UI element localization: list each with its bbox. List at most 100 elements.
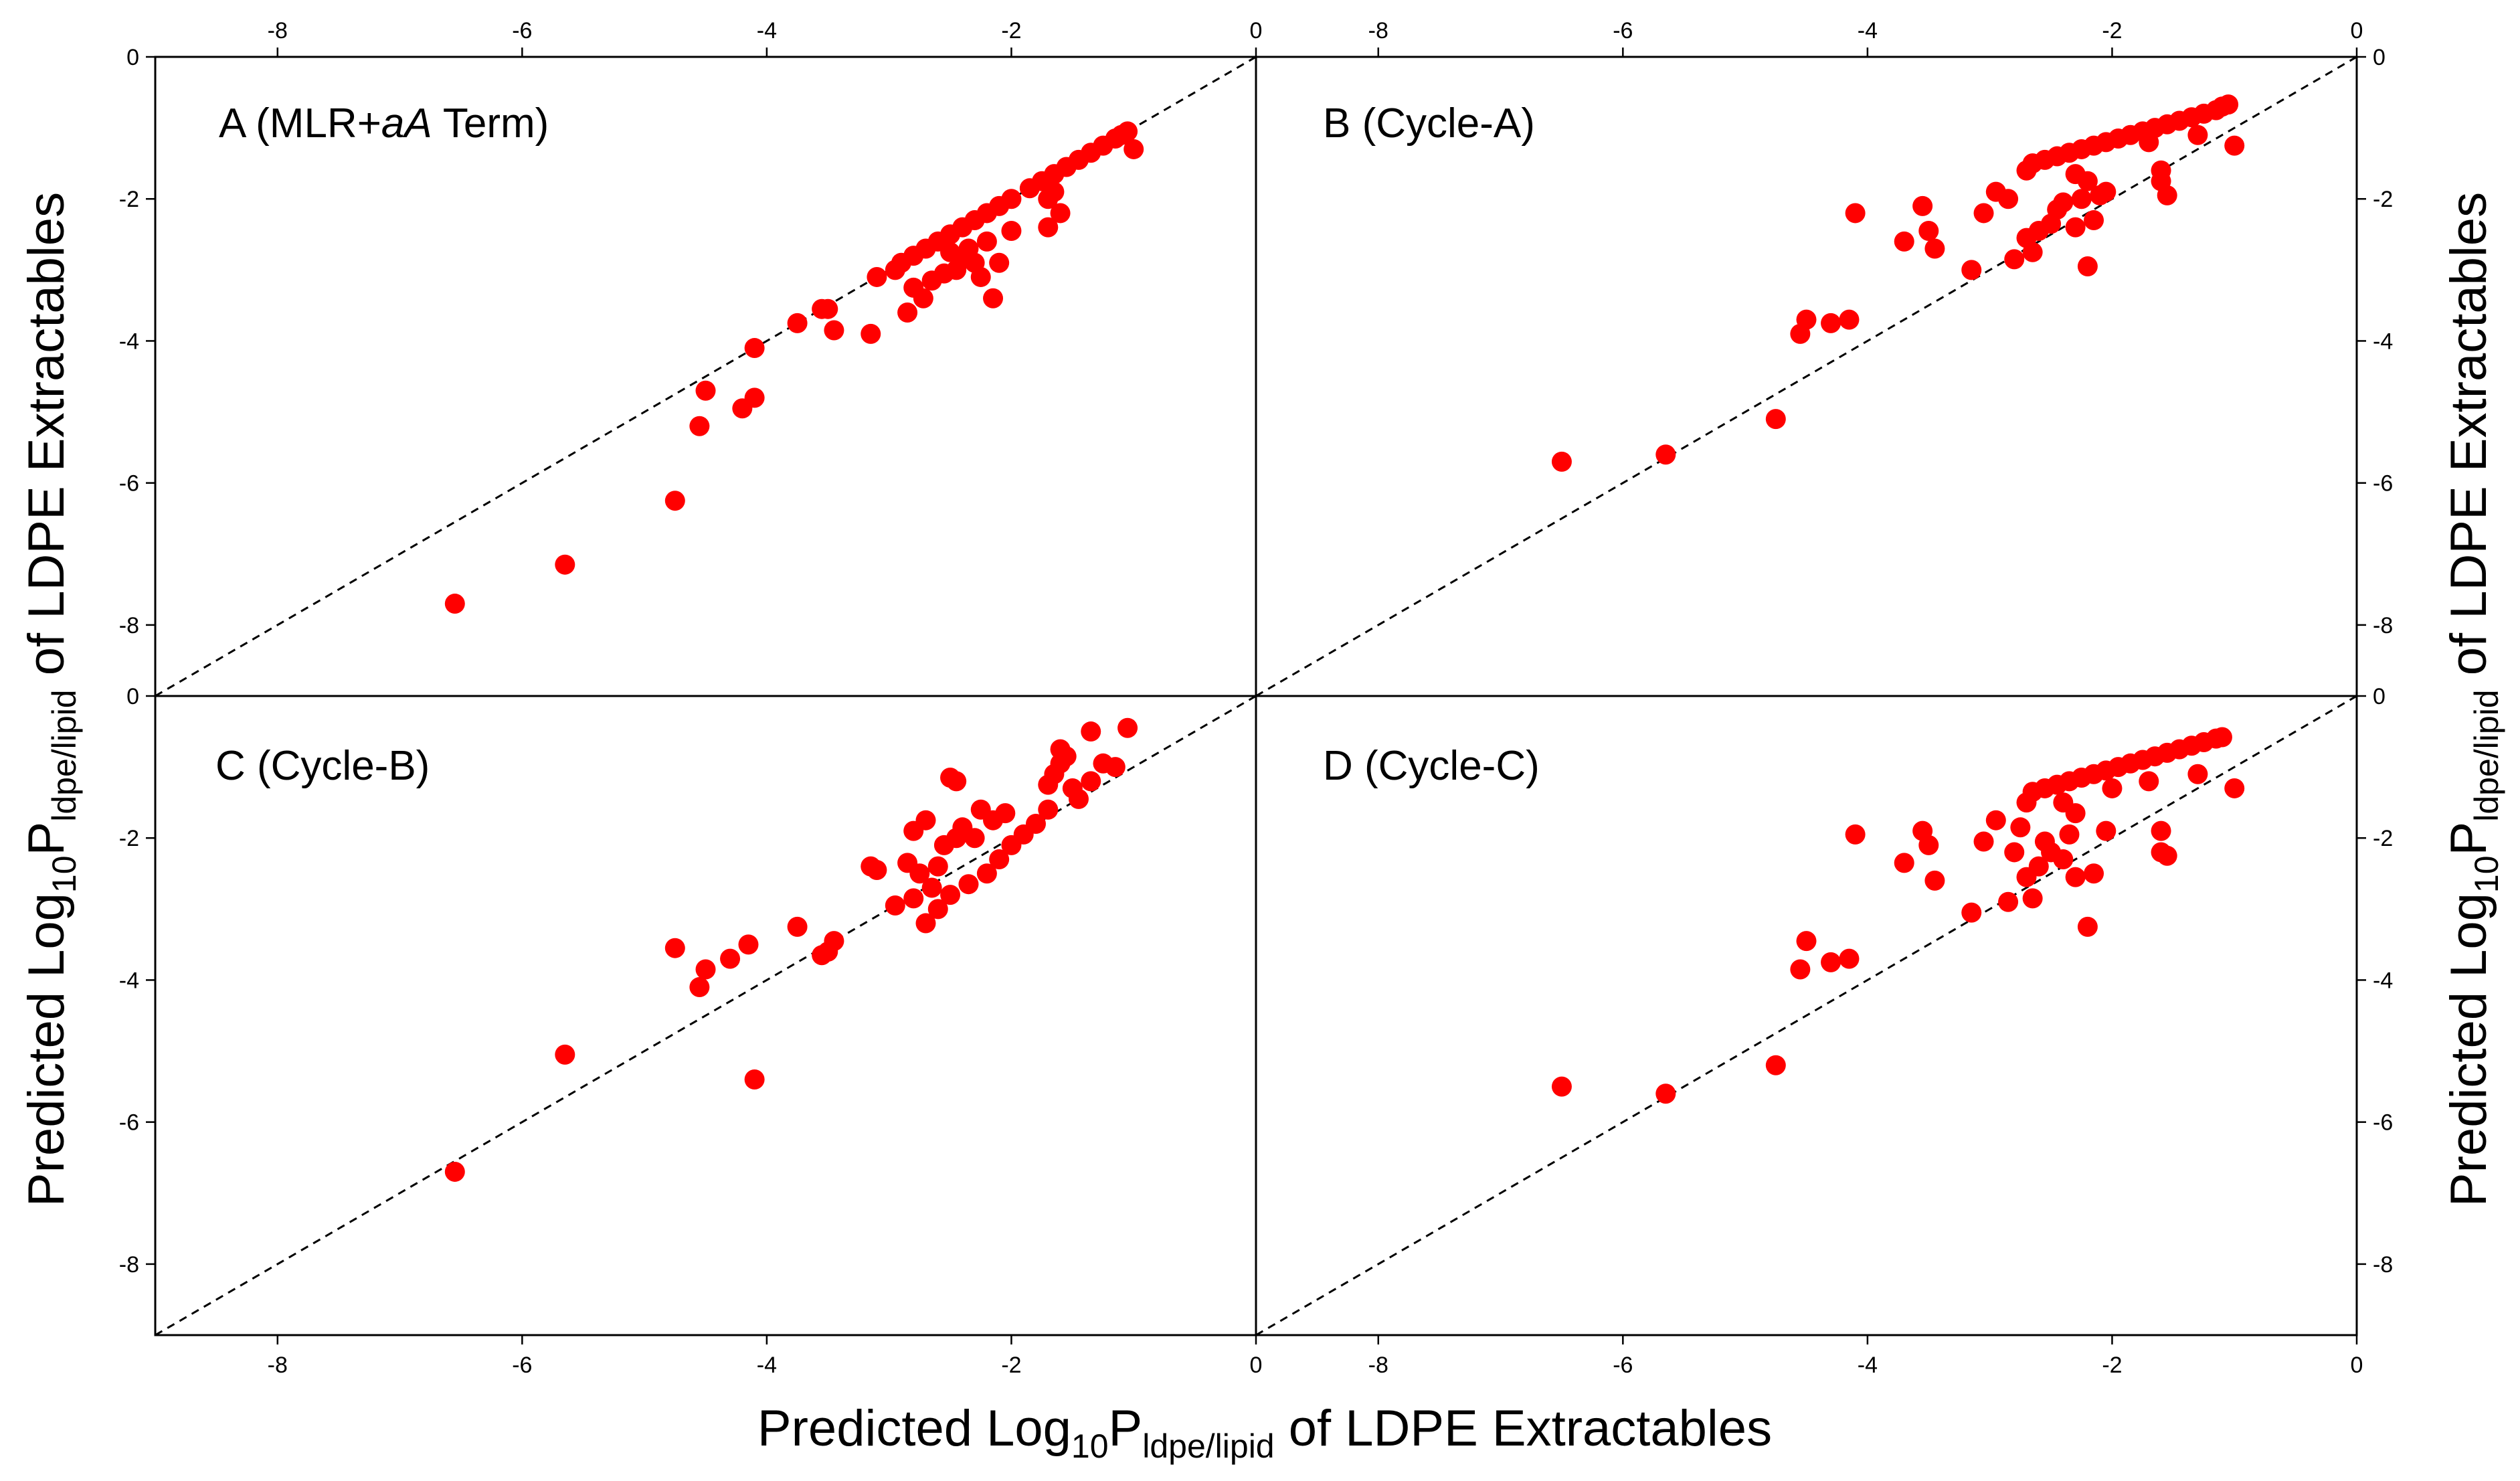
- data-point: [1038, 217, 1059, 238]
- panel-label: C (Cycle-B): [215, 743, 430, 789]
- data-point: [2010, 817, 2031, 838]
- reference-line-y-equals-x: [155, 695, 1257, 1336]
- data-point: [2028, 856, 2049, 877]
- data-point: [885, 895, 905, 916]
- y-tick-label: 0: [2373, 45, 2386, 70]
- y-tick-label: -4: [2373, 329, 2393, 354]
- y-tick-label: -4: [2373, 968, 2393, 993]
- data-point: [2151, 842, 2171, 863]
- x-tick-label: 0: [1250, 18, 1263, 43]
- data-point: [989, 252, 1010, 273]
- data-point: [824, 931, 844, 952]
- data-point: [1038, 189, 1059, 209]
- data-point: [2218, 94, 2239, 115]
- x-tick-label: -6: [1613, 18, 1633, 43]
- data-point: [976, 231, 997, 252]
- data-point: [2022, 888, 2043, 909]
- data-point: [1117, 121, 1138, 142]
- data-point: [1985, 810, 2006, 831]
- data-point: [2151, 160, 2171, 181]
- data-point: [2004, 249, 2025, 270]
- x-tick-label: 0: [2351, 1353, 2363, 1378]
- x-tick-label: -6: [512, 18, 532, 43]
- panel-label: A (MLR+aA Term): [219, 100, 549, 147]
- x-axis-title: Predicted Log10Pldpe/lipid of LDPE Extra…: [757, 1400, 1772, 1465]
- y-tick-label: -2: [2373, 826, 2393, 851]
- data-point: [2084, 210, 2104, 231]
- data-point: [983, 288, 1004, 309]
- x-tick-label: -8: [1368, 1353, 1388, 1378]
- data-point: [738, 934, 759, 955]
- data-point: [976, 863, 997, 884]
- data-point: [2065, 164, 2086, 185]
- panels-group: -8 -6 -4 -2 00-2-4-6-8A (MLR+aA Term)-8 -6 -4-…: [119, 18, 2393, 1378]
- data-point: [2096, 181, 2117, 202]
- data-point: [1050, 739, 1071, 760]
- data-point: [2224, 778, 2245, 798]
- data-point: [744, 387, 765, 408]
- y-tick-label: -2: [119, 187, 139, 212]
- panel-label: B (Cycle-A): [1323, 100, 1535, 147]
- data-point: [1821, 313, 1841, 333]
- data-point: [1796, 931, 1817, 952]
- data-point: [2151, 820, 2171, 841]
- y-tick-label: -8: [119, 1252, 139, 1278]
- y-tick-label: 0: [126, 684, 139, 709]
- data-point: [2065, 867, 2086, 887]
- data-point: [1655, 444, 1676, 465]
- panel-d: -8 -6 -4 -2 0 0 -2 -4 -6 -8 D (Cycle-C): [1255, 684, 2393, 1378]
- data-point: [1790, 959, 1811, 980]
- data-point: [1924, 870, 1945, 891]
- data-point: [744, 338, 765, 359]
- data-point: [1821, 952, 1841, 972]
- data-point: [903, 888, 924, 909]
- data-point: [695, 959, 716, 980]
- data-point: [1894, 853, 1914, 873]
- y-axis-title-right: Predicted Log10Pldpe/lipid of LDPE Extra…: [2440, 192, 2505, 1207]
- data-point: [2187, 124, 2208, 145]
- data-point: [1961, 260, 1982, 280]
- y-tick-label: -2: [119, 826, 139, 851]
- data-point: [915, 913, 936, 934]
- x-tick-label: -4: [757, 1353, 777, 1378]
- data-point: [664, 491, 685, 511]
- data-point: [555, 554, 575, 575]
- data-point: [1026, 814, 1046, 834]
- data-point: [2053, 192, 2074, 213]
- data-point: [915, 810, 936, 831]
- x-tick-label: 0: [1250, 1353, 1263, 1378]
- data-point: [1961, 902, 1982, 923]
- data-point: [1081, 721, 1101, 742]
- data-point: [1105, 757, 1126, 778]
- data-point: [921, 877, 942, 898]
- reference-line-y-equals-x: [1255, 695, 2357, 1336]
- x-tick-label: -2: [2102, 18, 2122, 43]
- x-tick-label: -6: [1613, 1353, 1633, 1378]
- y-tick-label: 0: [126, 45, 139, 70]
- panel-b: -8 -6 -4 -2 00 -2 -4 -6 -8 B (Cycle-A): [1255, 18, 2393, 697]
- data-point: [2059, 824, 2080, 845]
- data-point: [885, 260, 905, 280]
- y-axis-title-left: Predicted Log10Pldpe/lipid of LDPE Extra…: [18, 192, 83, 1207]
- data-point: [689, 977, 710, 998]
- data-point: [989, 849, 1010, 870]
- data-point: [1924, 238, 1945, 259]
- data-point: [1081, 771, 1101, 792]
- data-point: [787, 916, 808, 937]
- data-point: [952, 820, 973, 841]
- data-point: [1845, 203, 1866, 224]
- data-point: [444, 594, 465, 614]
- data-point: [927, 899, 948, 920]
- y-tick-label: -4: [119, 329, 139, 354]
- data-point: [1001, 220, 1022, 241]
- x-tick-label: -2: [2102, 1353, 2122, 1378]
- data-point: [555, 1044, 575, 1065]
- data-point: [2004, 842, 2025, 863]
- y-tick-label: -6: [119, 1110, 139, 1136]
- x-tick-label: -6: [512, 1353, 532, 1378]
- data-point: [2139, 771, 2159, 792]
- data-point: [1918, 220, 1939, 241]
- reference-line-y-equals-x: [1255, 56, 2357, 697]
- data-point: [695, 380, 716, 401]
- y-tick-label: -4: [119, 968, 139, 993]
